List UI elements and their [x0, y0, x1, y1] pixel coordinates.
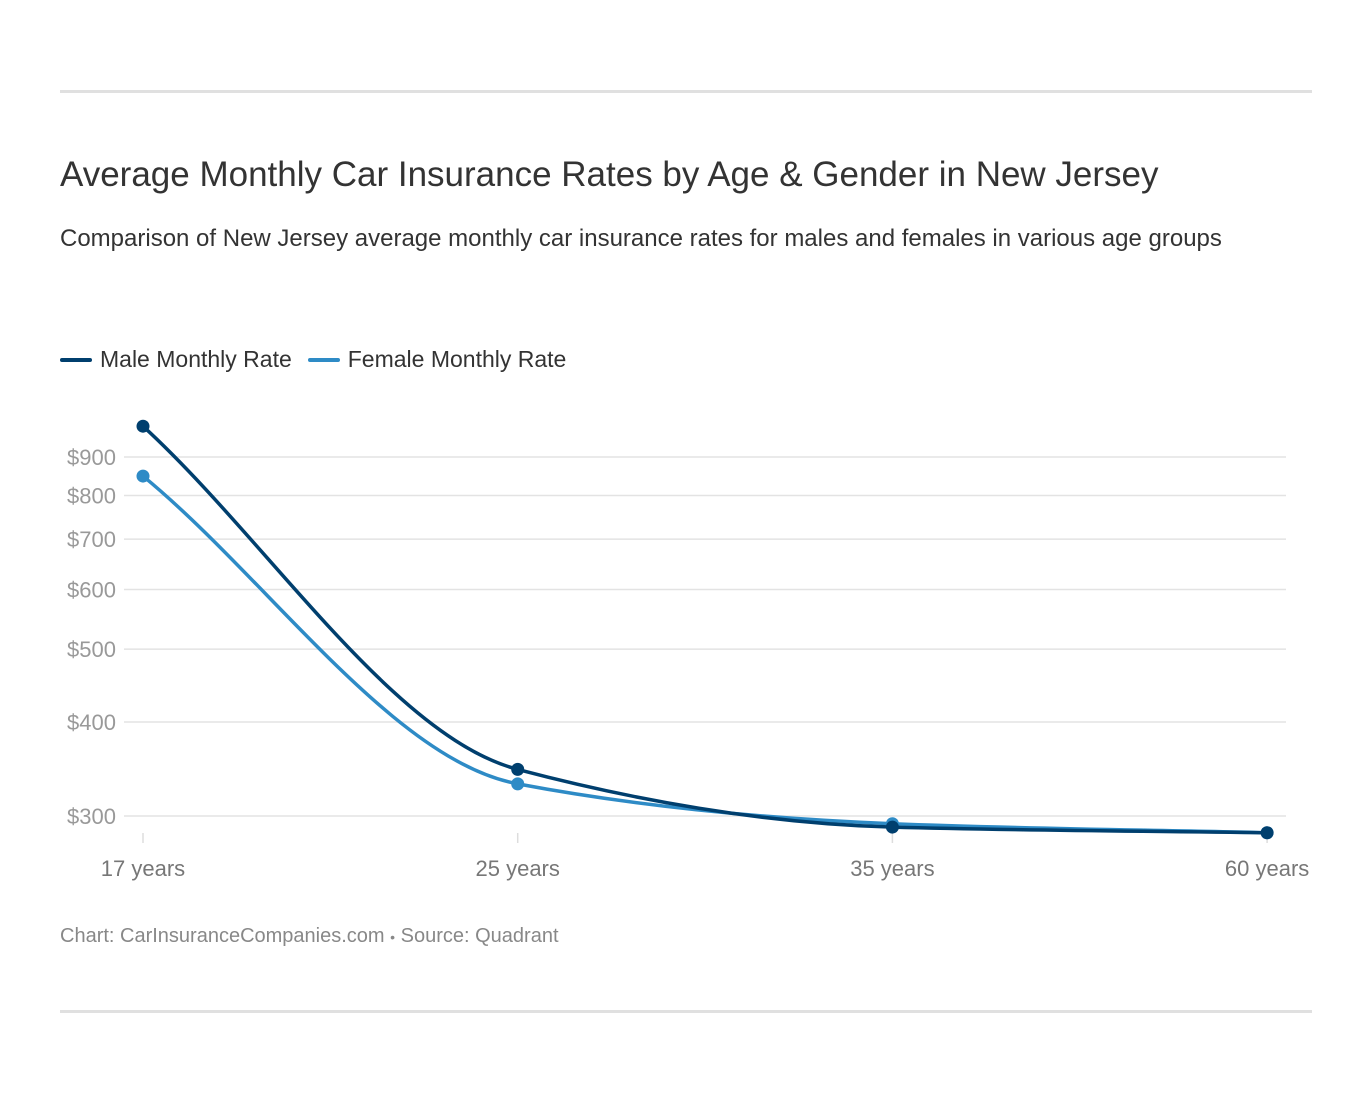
data-point-male: [511, 762, 525, 776]
data-point-male: [1260, 826, 1274, 840]
credit-source: Source: Quadrant: [400, 925, 559, 947]
data-point-male: [885, 820, 899, 834]
y-tick-label: $900: [67, 445, 116, 470]
series-line-female: [141, 474, 1268, 835]
x-tick-label: 35 years: [850, 856, 934, 881]
top-divider: [60, 90, 1312, 93]
legend-label: Male Monthly Rate: [100, 346, 292, 372]
chart-credit: Chart: CarInsuranceCompanies.com • Sourc…: [60, 925, 559, 948]
data-point-female: [136, 469, 150, 483]
legend-item-male[interactable]: Male Monthly Rate: [60, 346, 292, 373]
y-tick-label: $500: [67, 637, 116, 662]
y-tick-label: $400: [67, 710, 116, 735]
chart-title: Average Monthly Car Insurance Rates by A…: [60, 155, 1159, 194]
legend-label: Female Monthly Rate: [347, 346, 567, 372]
series-line-male: [141, 424, 1268, 835]
legend-item-female[interactable]: Female Monthly Rate: [307, 346, 567, 373]
y-tick-label: $300: [67, 804, 116, 829]
data-point-male: [136, 419, 150, 433]
x-tick-label: 60 years: [1225, 856, 1309, 881]
data-point-female: [511, 777, 525, 791]
chart-subtitle: Comparison of New Jersey average monthly…: [60, 225, 1222, 252]
y-tick-label: $800: [67, 484, 116, 509]
credit-separator: •: [390, 929, 396, 945]
credit-chart: Chart: CarInsuranceCompanies.com: [60, 925, 385, 947]
y-tick-label: $600: [67, 578, 116, 603]
bottom-divider: [60, 1010, 1312, 1013]
legend-swatch: [60, 357, 92, 362]
x-tick-label: 25 years: [476, 856, 560, 881]
y-tick-label: $700: [67, 527, 116, 552]
x-tick-label: 17 years: [101, 856, 185, 881]
legend-swatch: [307, 357, 340, 362]
legend: Male Monthly Rate Female Monthly Rate: [60, 346, 566, 373]
